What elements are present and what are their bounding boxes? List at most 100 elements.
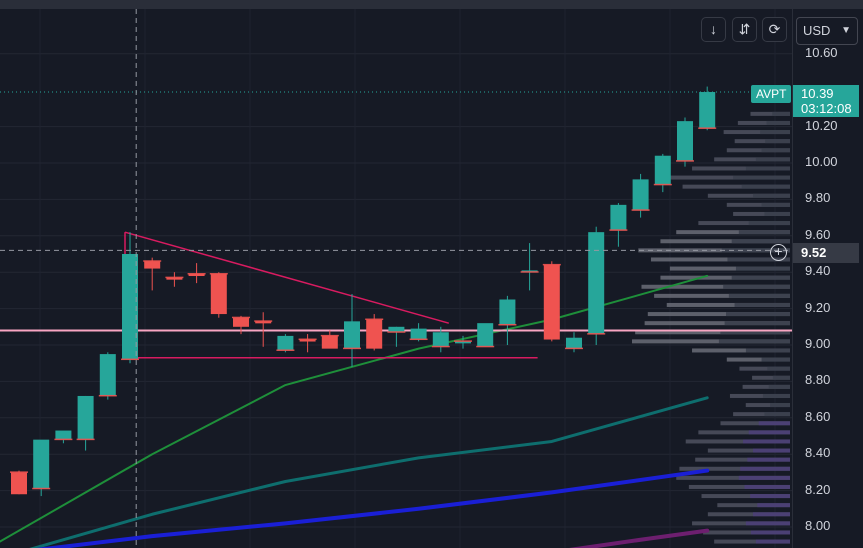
candle-open-marker [298, 338, 317, 341]
add-alert-icon[interactable]: + [770, 244, 787, 261]
candle-body [632, 179, 649, 211]
candle-body [699, 92, 716, 129]
volume-profile-bar [752, 375, 790, 380]
candle-open-marker [676, 160, 694, 162]
volume-profile-bar [734, 302, 790, 307]
volume-profile-bar [707, 193, 790, 198]
candle-body [388, 326, 405, 333]
volume-profile-bar [726, 312, 790, 317]
moving-average-line [29, 396, 709, 548]
volume-profile-bar [748, 430, 790, 435]
volume-profile-bar [692, 166, 790, 171]
volume-profile-bar [760, 130, 790, 135]
candle-open-marker [409, 338, 428, 341]
volume-profile-bar [721, 248, 790, 253]
price-tick-label: 8.40 [805, 445, 831, 461]
volume-profile-bar [714, 157, 790, 162]
candle-body [566, 337, 582, 349]
replay-icon[interactable]: ⟳ [762, 17, 787, 42]
candle-body [654, 155, 671, 185]
price-tick-label: 9.60 [805, 226, 831, 242]
volume-profile-bar [753, 512, 790, 517]
candle-open-marker [698, 127, 717, 129]
triangle-upper-line [124, 231, 450, 324]
bar-countdown: 03:12:08 [801, 101, 852, 116]
candle-body [344, 321, 360, 349]
price-tick-label: 10.60 [805, 44, 838, 60]
currency-select[interactable]: USD ▼ [796, 17, 858, 45]
price-tick-label: 10.00 [805, 154, 838, 169]
candle-open-marker [587, 333, 606, 335]
volume-profile-bar [750, 111, 790, 116]
volume-profile-bar [731, 239, 790, 244]
volume-profile-bar [761, 202, 790, 207]
volume-profile-bar [723, 284, 790, 289]
candle-body [299, 339, 316, 342]
volume-profile-bar [703, 530, 790, 535]
volume-profile-bar [748, 221, 790, 226]
candle-open-marker [254, 320, 273, 322]
volume-profile-bar [644, 321, 790, 326]
price-tick-label: 8.60 [805, 408, 831, 424]
volume-profile-bar [692, 521, 790, 526]
volume-profile-bar [745, 348, 790, 353]
currency-label: USD [803, 23, 831, 38]
volume-profile-bar [745, 521, 790, 526]
price-tick-label: 8.80 [805, 372, 831, 388]
candle-open-marker [320, 334, 339, 337]
candle-open-marker [187, 273, 206, 275]
last-price: 10.39 [801, 86, 834, 101]
volume-profile-bar [766, 120, 790, 125]
candle-body [410, 328, 427, 340]
crosshair-price-tag: 9.52 [793, 243, 859, 263]
price-chart[interactable] [0, 0, 792, 548]
volume-profile-bar [733, 211, 790, 216]
volume-profile-bar [757, 503, 790, 508]
candle-open-marker [343, 347, 361, 350]
volume-profile-bar [714, 539, 790, 544]
volume-profile-bar [761, 357, 790, 362]
candle-open-marker [54, 438, 73, 441]
volume-profile-bar [742, 384, 790, 389]
volume-profile-bar [647, 312, 790, 317]
volume-profile-bar [733, 175, 790, 180]
candle-body [588, 232, 605, 335]
volume-profile-bar [734, 139, 790, 144]
volume-profile-bar [660, 275, 790, 280]
candle-open-marker [232, 316, 250, 319]
volume-profile-bar [770, 403, 790, 408]
volume-profile-bar [695, 457, 790, 462]
volume-profile-bar [761, 148, 790, 153]
price-tick-label: 9.80 [805, 190, 831, 206]
candle-open-marker [276, 349, 295, 351]
volume-profile-bar [750, 530, 790, 535]
volume-profile-bar [641, 284, 790, 289]
volume-profile-bar [758, 421, 790, 426]
arrow-down-icon[interactable]: ↓ [701, 17, 726, 42]
moving-average-line [35, 468, 710, 548]
candle-body [210, 274, 227, 315]
price-tick-label: 9.00 [805, 336, 831, 351]
volume-profile-bar [720, 421, 790, 426]
candle-body [321, 335, 338, 349]
volume-profile-bar [737, 120, 790, 125]
candle-body [11, 472, 27, 495]
volume-profile-bar [772, 375, 790, 380]
candle-open-marker [209, 273, 228, 275]
volume-profile-bar [632, 339, 790, 344]
volume-profile-bar [724, 321, 790, 326]
volume-profile-bar [707, 512, 790, 517]
volume-profile-bar [753, 448, 790, 453]
volume-profile-bar [692, 348, 790, 353]
candle-open-marker [387, 331, 406, 333]
moving-average-line [568, 528, 710, 548]
volume-profile-bar [650, 257, 790, 262]
price-tick-label: 9.20 [805, 299, 831, 315]
volume-profile-bar [660, 239, 790, 244]
volume-profile-bar [745, 166, 790, 171]
candle-body [255, 321, 272, 324]
volume-profile-bar [726, 202, 790, 207]
candle-body [99, 354, 116, 396]
candle-body [166, 277, 183, 280]
collapse-icon[interactable]: ⇵ [732, 17, 757, 42]
